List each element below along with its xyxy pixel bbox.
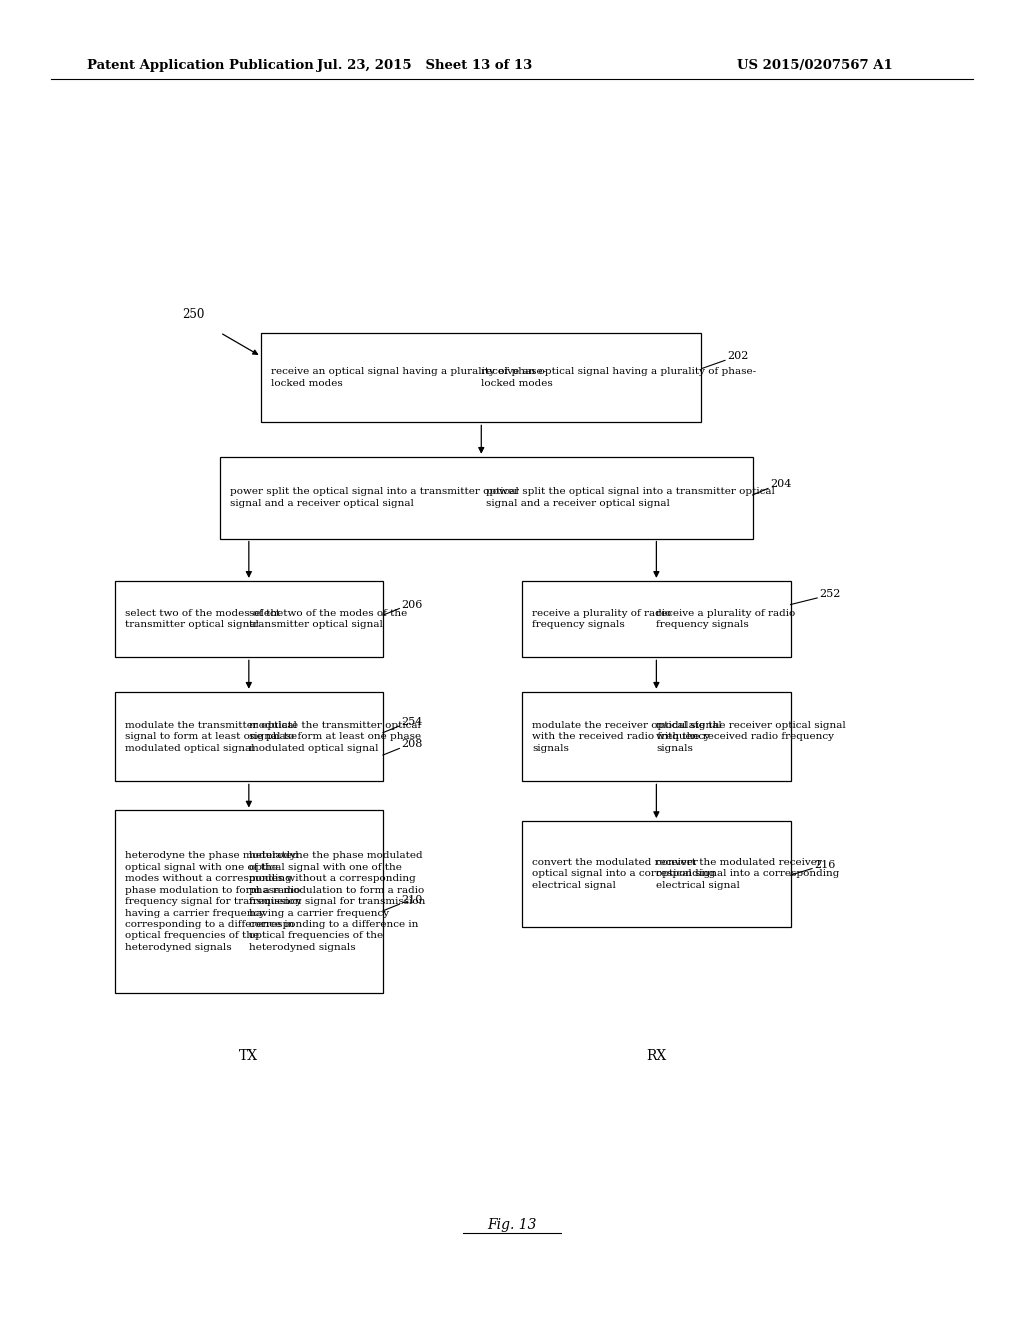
Text: receive a plurality of radio
frequency signals: receive a plurality of radio frequency s… xyxy=(532,609,672,630)
FancyBboxPatch shape xyxy=(522,581,791,657)
Text: 208: 208 xyxy=(401,739,423,750)
Text: select two of the modes of the
transmitter optical signal: select two of the modes of the transmitt… xyxy=(249,609,408,630)
Text: receive an optical signal having a plurality of phase-
locked modes: receive an optical signal having a plura… xyxy=(271,367,547,388)
Text: convert the modulated receiver
optical signal into a corresponding
electrical si: convert the modulated receiver optical s… xyxy=(532,858,716,890)
Text: receive an optical signal having a plurality of phase-
locked modes: receive an optical signal having a plura… xyxy=(481,367,757,388)
Text: receive a plurality of radio
frequency signals: receive a plurality of radio frequency s… xyxy=(656,609,796,630)
FancyBboxPatch shape xyxy=(115,810,383,993)
FancyBboxPatch shape xyxy=(220,457,753,539)
Text: 202: 202 xyxy=(727,351,749,362)
Text: modulate the receiver optical signal
with the received radio frequency
signals: modulate the receiver optical signal wit… xyxy=(656,721,846,752)
Text: US 2015/0207567 A1: US 2015/0207567 A1 xyxy=(737,59,893,73)
Text: power split the optical signal into a transmitter optical
signal and a receiver : power split the optical signal into a tr… xyxy=(486,487,775,508)
Text: 250: 250 xyxy=(182,308,205,321)
Text: TX: TX xyxy=(240,1049,258,1063)
Text: 216: 216 xyxy=(814,859,836,870)
Text: 210: 210 xyxy=(401,895,423,906)
Text: Patent Application Publication: Patent Application Publication xyxy=(87,59,313,73)
Text: select two of the modes of the
transmitter optical signal: select two of the modes of the transmitt… xyxy=(125,609,284,630)
Text: Jul. 23, 2015   Sheet 13 of 13: Jul. 23, 2015 Sheet 13 of 13 xyxy=(317,59,532,73)
FancyBboxPatch shape xyxy=(522,821,791,927)
Text: convert the modulated receiver
optical signal into a corresponding
electrical si: convert the modulated receiver optical s… xyxy=(656,858,840,890)
Text: RX: RX xyxy=(646,1049,667,1063)
Text: power split the optical signal into a transmitter optical
signal and a receiver : power split the optical signal into a tr… xyxy=(230,487,519,508)
FancyBboxPatch shape xyxy=(522,692,791,781)
Text: modulate the receiver optical signal
with the received radio frequency
signals: modulate the receiver optical signal wit… xyxy=(532,721,722,752)
Text: modulate the transmitter optical
signal to form at least one phase
modulated opt: modulate the transmitter optical signal … xyxy=(249,721,421,752)
Text: 254: 254 xyxy=(401,717,423,727)
FancyBboxPatch shape xyxy=(261,333,701,422)
Text: 204: 204 xyxy=(770,479,792,490)
Text: 206: 206 xyxy=(401,599,423,610)
Text: heterodyne the phase modulated
optical signal with one of the
modes without a co: heterodyne the phase modulated optical s… xyxy=(249,851,425,952)
Text: Fig. 13: Fig. 13 xyxy=(487,1218,537,1232)
FancyBboxPatch shape xyxy=(115,581,383,657)
FancyBboxPatch shape xyxy=(115,692,383,781)
Text: modulate the transmitter optical
signal to form at least one phase
modulated opt: modulate the transmitter optical signal … xyxy=(125,721,297,752)
Text: heterodyne the phase modulated
optical signal with one of the
modes without a co: heterodyne the phase modulated optical s… xyxy=(125,851,301,952)
Text: 252: 252 xyxy=(819,589,841,599)
